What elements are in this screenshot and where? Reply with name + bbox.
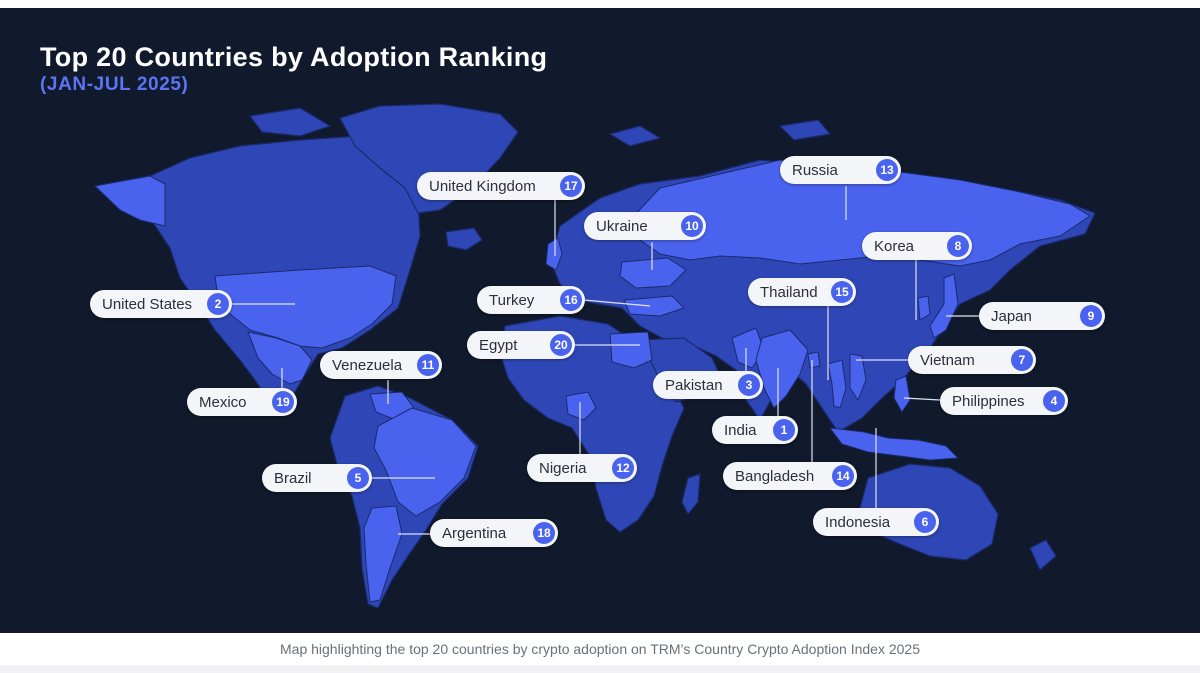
country-name: Japan	[991, 307, 1032, 325]
callout-mexico[interactable]: Mexico 19	[187, 388, 297, 416]
callout-philippines[interactable]: Philippines 4	[940, 387, 1068, 415]
callout-united-states[interactable]: United States 2	[90, 290, 232, 318]
country-name: Egypt	[479, 336, 518, 354]
country-shape-japan	[929, 273, 959, 339]
callout-ukraine[interactable]: Ukraine 10	[584, 212, 706, 240]
country-name: Mexico	[199, 393, 247, 411]
leader-lines	[232, 186, 980, 535]
rank-badge: 3	[738, 374, 760, 396]
country-shape-mexico	[247, 331, 313, 385]
leader-line-philippines	[903, 397, 941, 401]
rank-badge: 12	[612, 457, 634, 479]
country-name: Thailand	[760, 283, 818, 301]
rank-badge: 11	[417, 354, 439, 376]
country-name: Pakistan	[665, 376, 723, 394]
country-name: Nigeria	[539, 459, 587, 477]
country-name: Brazil	[274, 469, 312, 487]
map-panel: Top 20 Countries by Adoption Ranking (JA…	[0, 8, 1200, 633]
country-name: Russia	[792, 161, 838, 179]
country-name: United Kingdom	[429, 177, 536, 195]
callout-united-kingdom[interactable]: United Kingdom 17	[417, 172, 585, 200]
country-shape-turkey	[623, 295, 685, 317]
callout-brazil[interactable]: Brazil 5	[262, 464, 372, 492]
rank-badge: 15	[831, 281, 853, 303]
callout-india[interactable]: India 1	[712, 416, 798, 444]
country-name: United States	[102, 295, 193, 313]
rank-badge: 14	[832, 465, 854, 487]
callout-bangladesh[interactable]: Bangladesh 14	[723, 462, 857, 490]
rank-badge: 8	[947, 235, 969, 257]
callout-turkey[interactable]: Turkey 16	[477, 286, 585, 314]
country-shape-bangladesh	[807, 351, 821, 369]
rank-badge: 4	[1043, 390, 1065, 412]
country-name: Venezuela	[332, 356, 403, 374]
country-shape-nigeria	[565, 391, 597, 421]
rank-badge: 20	[550, 334, 572, 356]
rank-badge: 10	[681, 215, 703, 237]
country-name: Philippines	[952, 392, 1025, 410]
highlighted-countries	[94, 159, 1091, 603]
callout-korea[interactable]: Korea 8	[862, 232, 972, 260]
country-shape-ukraine	[619, 257, 687, 289]
country-shape-argentina	[363, 505, 403, 603]
page-subtitle: (JAN-JUL 2025)	[40, 74, 189, 95]
country-shape-philippines	[893, 375, 911, 413]
leader-line-turkey	[583, 299, 651, 307]
landmass-iceland	[445, 227, 483, 251]
callout-thailand[interactable]: Thailand 15	[748, 278, 856, 306]
rank-badge: 17	[560, 175, 582, 197]
callout-nigeria[interactable]: Nigeria 12	[527, 454, 637, 482]
rank-badge: 2	[207, 293, 229, 315]
rank-badge: 16	[560, 289, 582, 311]
country-shape-korea	[917, 295, 931, 321]
country-name: Indonesia	[825, 513, 891, 531]
country-shape-thailand	[827, 359, 847, 409]
country-shape-indonesia	[829, 427, 959, 461]
country-shape-brazil	[373, 407, 477, 517]
country-name: Bangladesh	[735, 467, 815, 485]
rank-badge: 1	[773, 419, 795, 441]
rank-badge: 18	[533, 522, 555, 544]
rank-badge: 13	[876, 159, 898, 181]
country-shape-united-states	[214, 265, 397, 349]
country-shape-vietnam	[849, 353, 867, 401]
landmass-arctic-islands	[249, 107, 831, 147]
landmass-madagascar	[681, 473, 701, 515]
callout-pakistan[interactable]: Pakistan 3	[653, 371, 763, 399]
callout-russia[interactable]: Russia 13	[780, 156, 901, 184]
country-shape-india	[755, 329, 809, 409]
rank-badge: 19	[272, 391, 294, 413]
country-name: Turkey	[489, 291, 535, 309]
country-name: Korea	[874, 237, 915, 255]
map-caption: Map highlighting the top 20 countries by…	[280, 641, 920, 657]
country-name: India	[724, 421, 757, 439]
country-shape-egypt	[609, 331, 653, 369]
country-name: Vietnam	[920, 351, 975, 369]
rank-badge: 6	[914, 511, 936, 533]
callout-egypt[interactable]: Egypt 20	[467, 331, 575, 359]
callout-vietnam[interactable]: Vietnam 7	[908, 346, 1036, 374]
landmass-new-zealand	[1029, 539, 1057, 571]
callout-indonesia[interactable]: Indonesia 6	[813, 508, 939, 536]
page-title: Top 20 Countries by Adoption Ranking	[40, 42, 548, 72]
callout-argentina[interactable]: Argentina 18	[430, 519, 558, 547]
callout-venezuela[interactable]: Venezuela 11	[320, 351, 442, 379]
rank-badge: 7	[1011, 349, 1033, 371]
rank-badge: 5	[347, 467, 369, 489]
country-name: Argentina	[442, 524, 507, 542]
footer-divider	[0, 665, 1200, 673]
rank-badge: 9	[1080, 305, 1102, 327]
landmass-north-america	[94, 135, 431, 409]
country-shape-alaska	[94, 175, 166, 227]
country-name: Ukraine	[596, 217, 648, 235]
callout-japan[interactable]: Japan 9	[979, 302, 1105, 330]
country-shape-united-kingdom	[545, 237, 563, 271]
